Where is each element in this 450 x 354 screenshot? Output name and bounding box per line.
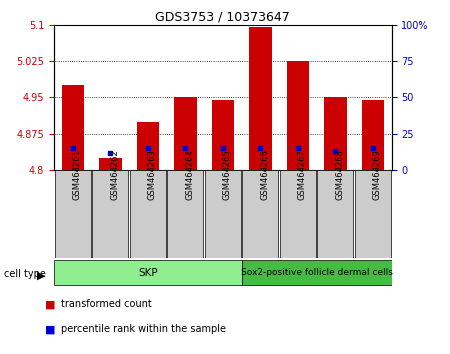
FancyBboxPatch shape	[167, 170, 203, 258]
Text: ■: ■	[45, 324, 55, 334]
Title: GDS3753 / 10373647: GDS3753 / 10373647	[155, 11, 290, 24]
Text: cell type: cell type	[4, 269, 46, 279]
Bar	[324, 97, 346, 170]
FancyBboxPatch shape	[55, 170, 91, 258]
FancyBboxPatch shape	[205, 170, 241, 258]
FancyBboxPatch shape	[130, 170, 166, 258]
Text: GSM464269: GSM464269	[373, 149, 382, 200]
Bar	[174, 97, 197, 170]
FancyBboxPatch shape	[92, 170, 128, 258]
Text: GSM464261: GSM464261	[73, 149, 82, 200]
Text: transformed count: transformed count	[61, 299, 152, 309]
Text: GSM464267: GSM464267	[298, 149, 307, 200]
Text: GSM464265: GSM464265	[223, 149, 232, 200]
Bar	[361, 100, 384, 170]
Bar	[242, 260, 392, 285]
FancyBboxPatch shape	[242, 170, 278, 258]
Text: percentile rank within the sample: percentile rank within the sample	[61, 324, 226, 334]
Text: ▶: ▶	[37, 270, 45, 280]
Text: GSM464266: GSM464266	[260, 149, 269, 200]
Bar	[99, 158, 122, 170]
Bar	[54, 260, 242, 285]
FancyBboxPatch shape	[317, 170, 353, 258]
Text: ■: ■	[45, 299, 55, 309]
Bar	[249, 27, 271, 170]
FancyBboxPatch shape	[280, 170, 316, 258]
Bar	[62, 85, 84, 170]
Bar	[136, 121, 159, 170]
Text: GSM464263: GSM464263	[148, 149, 157, 200]
Text: GSM464264: GSM464264	[185, 149, 194, 200]
Bar	[287, 61, 309, 170]
Text: GSM464268: GSM464268	[335, 149, 344, 200]
Text: Sox2-positive follicle dermal cells: Sox2-positive follicle dermal cells	[241, 268, 392, 277]
Text: GSM464262: GSM464262	[110, 149, 119, 200]
FancyBboxPatch shape	[355, 170, 391, 258]
Text: SKP: SKP	[138, 268, 158, 278]
Bar	[212, 100, 234, 170]
